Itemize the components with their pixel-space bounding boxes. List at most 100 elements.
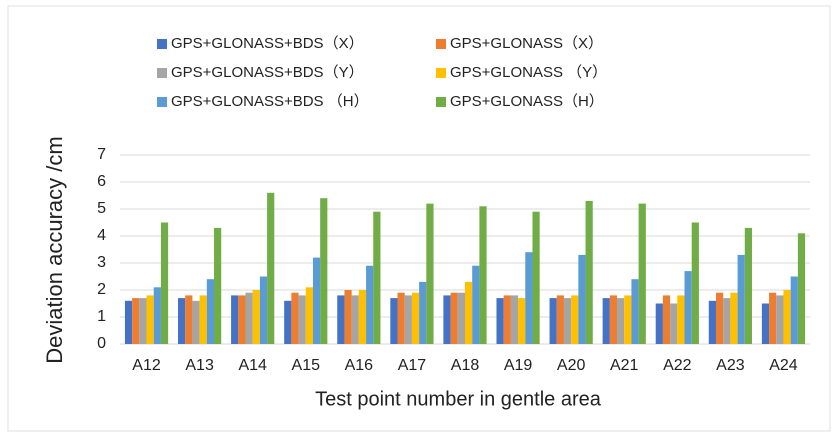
legend-label: GPS+GLONASS+BDS（Y） (171, 64, 364, 81)
x-tick-label: A22 (663, 357, 692, 374)
x-tick-label: A14 (238, 357, 267, 374)
bar (199, 295, 207, 344)
bar (320, 198, 328, 344)
x-tick-label: A12 (132, 357, 161, 374)
bar (214, 227, 222, 344)
bar (450, 292, 458, 344)
bar (525, 252, 533, 344)
x-tick-label: A18 (451, 357, 480, 374)
bar (291, 292, 299, 344)
bar (358, 290, 367, 344)
bar (411, 292, 420, 344)
legend-swatch (157, 97, 167, 107)
x-tick-label: A15 (292, 357, 321, 374)
bar (585, 200, 593, 344)
legend-swatch (436, 68, 446, 78)
bar (556, 295, 564, 344)
bar (518, 298, 526, 344)
bar (419, 281, 427, 344)
y-tick-label: 2 (97, 281, 106, 298)
bar (602, 298, 610, 344)
bar (259, 276, 268, 344)
bar (132, 298, 140, 344)
x-tick-label: A17 (398, 357, 427, 374)
bar (426, 203, 434, 344)
bar (571, 295, 579, 344)
bar (404, 295, 412, 344)
legend-label: GPS+GLONASS（H） (450, 93, 604, 110)
bar (549, 298, 557, 344)
legend-swatch (436, 39, 446, 49)
x-tick-label: A13 (185, 357, 214, 374)
bar (609, 295, 618, 344)
bar (284, 300, 292, 344)
bar (245, 292, 253, 344)
bar (624, 295, 632, 344)
bar (206, 279, 215, 344)
x-tick-label: A16 (345, 357, 374, 374)
bar (783, 290, 791, 344)
bar (532, 211, 540, 344)
bar (305, 287, 313, 344)
legend-swatch (157, 68, 167, 78)
y-tick-label: 7 (97, 146, 106, 163)
bar (139, 298, 147, 344)
bar (479, 206, 487, 344)
bar (723, 298, 731, 344)
bar (267, 192, 275, 344)
bar (178, 298, 186, 344)
x-tick-label: A19 (504, 357, 533, 374)
bar (737, 254, 745, 344)
legend-label: GPS+GLONASS （Y） (450, 64, 607, 81)
legend-label: GPS+GLONASS+BDS（X） (171, 35, 364, 52)
x-tick-label: A24 (769, 357, 798, 374)
bar (655, 303, 663, 344)
bar (337, 295, 345, 344)
legend-label: GPS+GLONASS（X） (450, 35, 603, 52)
bar (797, 233, 806, 344)
y-tick-label: 5 (97, 200, 106, 217)
bar (146, 295, 154, 344)
x-tick-label: A23 (716, 357, 745, 374)
legend-swatch (157, 39, 167, 49)
y-tick-label: 6 (97, 173, 106, 190)
bar (617, 298, 625, 344)
bar (730, 292, 738, 344)
bar (192, 300, 200, 344)
bar (185, 295, 193, 344)
bar (638, 203, 646, 344)
bar (563, 298, 572, 344)
bar (351, 295, 359, 344)
y-tick-label: 4 (97, 227, 106, 244)
bar (677, 295, 685, 344)
x-tick-label: A21 (610, 357, 639, 374)
bar (366, 265, 374, 344)
bar (153, 287, 161, 344)
bar (465, 281, 473, 344)
y-tick-label: 1 (97, 308, 106, 325)
bar (457, 292, 465, 344)
bar (160, 222, 169, 344)
bar (790, 276, 798, 344)
bar (503, 295, 511, 344)
bar (443, 295, 451, 344)
bar (769, 292, 777, 344)
bar (373, 211, 381, 344)
bar (578, 254, 586, 344)
bar (662, 295, 671, 344)
bar (744, 227, 752, 344)
x-tick-label: A20 (557, 357, 586, 374)
bar (776, 295, 784, 344)
bar (691, 222, 699, 344)
bar (397, 292, 405, 344)
y-tick-label: 3 (97, 254, 106, 271)
bar (684, 271, 692, 344)
bar (670, 303, 678, 344)
bar (124, 300, 133, 344)
bar (715, 292, 724, 344)
bar (231, 295, 239, 344)
x-axis-label: Test point number in gentle area (315, 388, 602, 410)
bar (238, 295, 246, 344)
legend-swatch (436, 97, 446, 107)
